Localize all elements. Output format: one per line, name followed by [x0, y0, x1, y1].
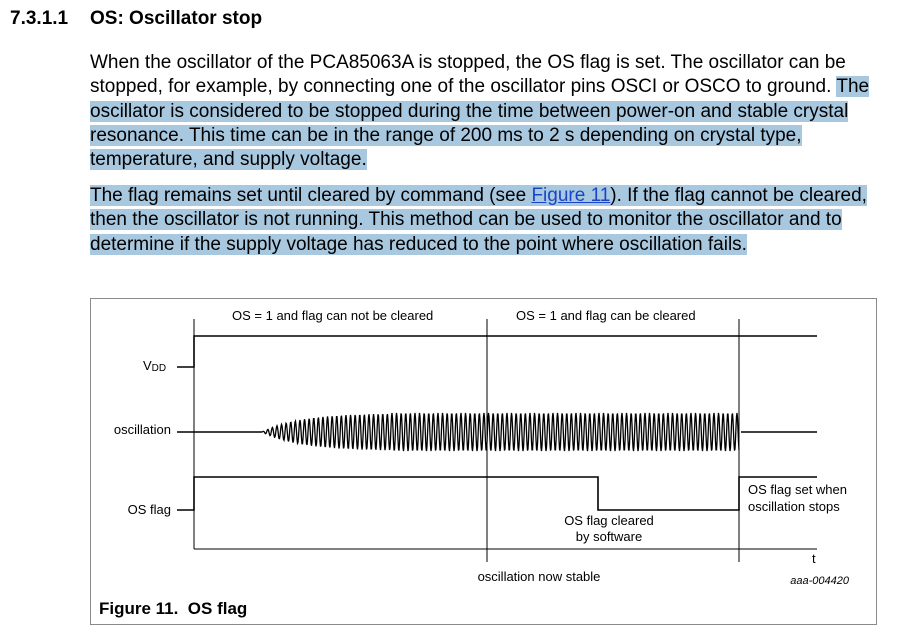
signal-label-oscillation: oscillation [114, 422, 171, 437]
paragraph-flag-remains: The flag remains set until cleared by co… [90, 184, 890, 257]
figure-id: aaa-004420 [790, 575, 850, 587]
section-number: 7.3.1.1 [10, 8, 69, 29]
label-not-cleared: OS = 1 and flag can not be cleared [232, 308, 433, 323]
timing-diagram: OS = 1 and flag can not be cleared OS = … [114, 308, 850, 587]
paragraph-text: ). If the flag cannot be cleared, then t… [90, 185, 867, 255]
note-flag-set-2: oscillation stops [748, 499, 840, 514]
label-can-be-cleared: OS = 1 and flag can be cleared [516, 308, 696, 323]
label-oscillation-stable: oscillation now stable [478, 569, 601, 584]
paragraph-text: When the oscillator of the PCA85063A is … [90, 52, 846, 98]
signal-label-vdd: VDD [143, 358, 166, 374]
note-flag-cleared-1: OS flag cleared [564, 513, 654, 528]
note-flag-set-1: OS flag set when [748, 482, 847, 497]
figure-os-flag: OS = 1 and flag can not be cleared OS = … [90, 298, 877, 625]
figure-caption: Figure 11. OS flag [99, 599, 248, 618]
oscillation-waveform [261, 412, 740, 452]
section-heading: 7.3.1.1 OS: Oscillator stop [10, 8, 262, 30]
section-title: OS: Oscillator stop [90, 8, 263, 29]
paragraph-text: The flag remains set until cleared by co… [90, 185, 532, 206]
vdd-waveform [177, 335, 817, 368]
os-flag-waveform [177, 476, 817, 511]
note-flag-cleared-2: by software [576, 529, 642, 544]
figure-link[interactable]: Figure 11 [531, 185, 611, 206]
time-axis-label: t [812, 551, 816, 566]
signal-label-os-flag: OS flag [128, 502, 171, 517]
paragraph-oscillator-stop: When the oscillator of the PCA85063A is … [90, 51, 890, 172]
highlighted-text: The flag remains set until cleared by co… [90, 185, 867, 255]
